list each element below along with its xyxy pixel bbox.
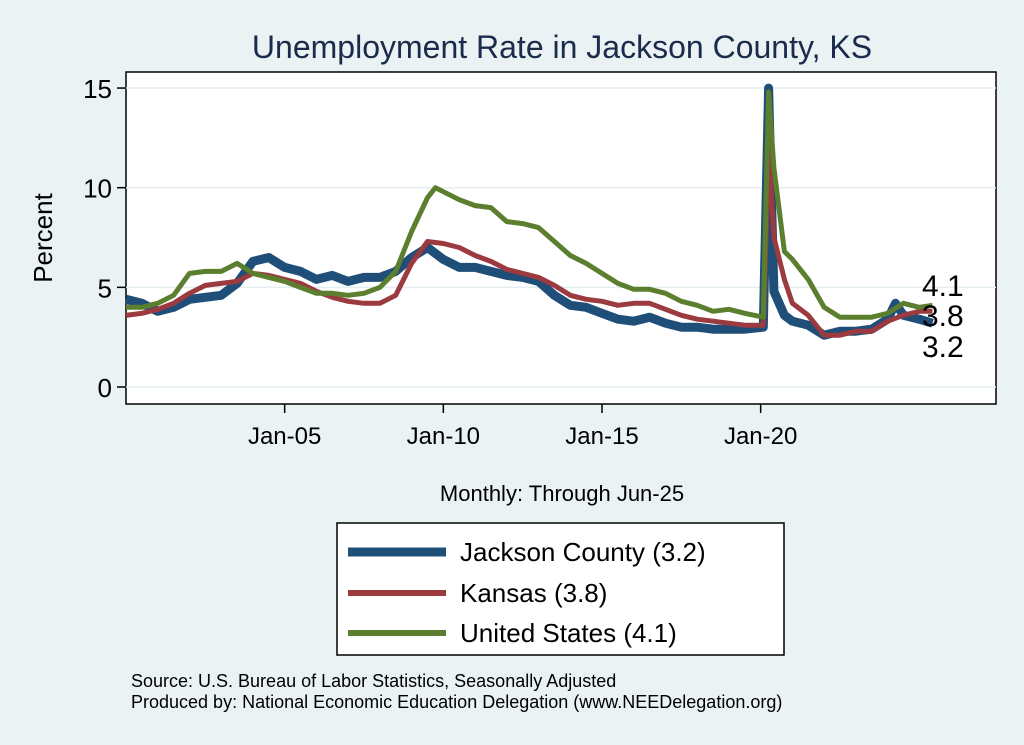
series-line-jackson bbox=[124, 83, 934, 340]
legend-label-us: United States (4.1) bbox=[460, 618, 677, 648]
producer-note: Produced by: National Economic Education… bbox=[131, 692, 783, 712]
legend: Jackson County (3.2) Kansas (3.8) United… bbox=[336, 522, 785, 656]
gridlines bbox=[126, 87, 996, 388]
x-axis: Jan-05 Jan-10 Jan-15 Jan-20 bbox=[248, 404, 797, 450]
end-label: 4.1 bbox=[922, 270, 964, 303]
x-tick-label: Jan-20 bbox=[724, 423, 797, 450]
legend-label-kansas: Kansas (3.8) bbox=[460, 578, 607, 608]
x-tick-label: Jan-10 bbox=[407, 423, 480, 450]
y-axis-label: Percent bbox=[28, 192, 58, 282]
y-tick-label: 15 bbox=[83, 74, 112, 104]
series-line-us bbox=[126, 89, 933, 320]
y-tick-label: 5 bbox=[98, 273, 112, 303]
x-axis-label: Monthly: Through Jun-25 bbox=[440, 481, 684, 506]
source-note: Source: U.S. Bureau of Labor Statistics,… bbox=[131, 671, 617, 691]
chart-title: Unemployment Rate in Jackson County, KS bbox=[252, 29, 872, 65]
series-lines bbox=[124, 83, 934, 340]
x-tick-label: Jan-15 bbox=[565, 423, 638, 450]
legend-label-jackson: Jackson County (3.2) bbox=[460, 537, 706, 567]
x-tick-label: Jan-05 bbox=[248, 423, 321, 450]
plot-area bbox=[125, 71, 997, 405]
y-tick-label: 10 bbox=[83, 174, 112, 204]
end-label: 3.8 bbox=[922, 300, 964, 333]
y-axis: 0 5 10 15 bbox=[83, 74, 126, 403]
end-labels: 4.13.83.2 bbox=[922, 270, 964, 364]
end-label: 3.2 bbox=[922, 331, 964, 364]
y-tick-label: 0 bbox=[98, 373, 112, 403]
